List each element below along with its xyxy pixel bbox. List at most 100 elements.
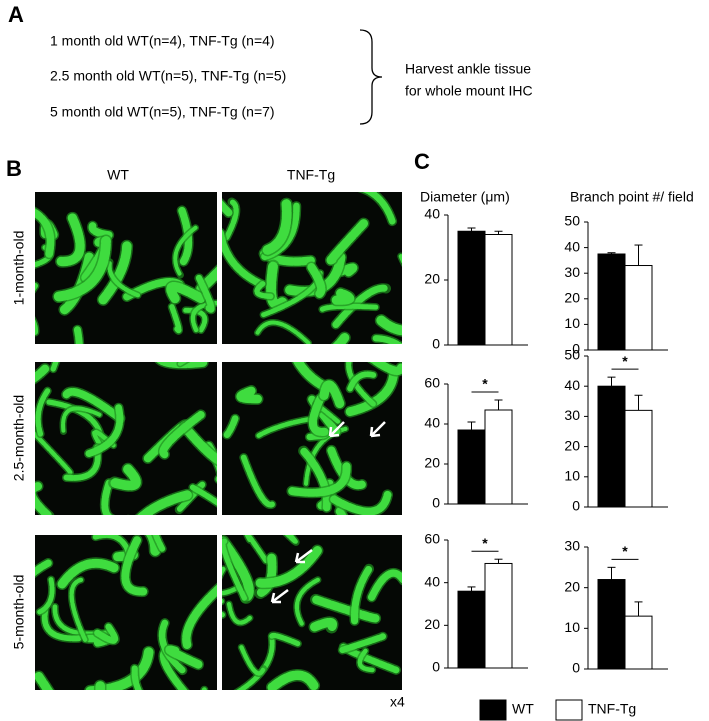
vessel — [239, 645, 266, 676]
vessel — [307, 263, 326, 299]
vessel — [310, 617, 337, 632]
outcome-text: for whole mount IHC — [405, 83, 533, 99]
vessel — [93, 679, 107, 690]
bracket — [359, 29, 383, 125]
micrograph — [222, 192, 402, 344]
vessel — [166, 282, 206, 304]
group-text: 5 month old WT(n=5), TNF-Tg (n=7) — [50, 104, 275, 120]
column-label: WT — [107, 167, 129, 183]
vessel — [196, 266, 217, 294]
y-tick-label: 20 — [564, 437, 580, 453]
chart-title: Branch point #/ field — [570, 189, 694, 205]
vessel — [107, 259, 141, 298]
vessel — [222, 536, 254, 603]
y-tick-label: 20 — [424, 455, 440, 471]
y-tick-label: 20 — [564, 290, 580, 306]
vessel — [158, 619, 186, 674]
vessel — [178, 206, 193, 266]
vessel — [101, 479, 113, 515]
bar — [457, 429, 486, 505]
vessel — [372, 335, 402, 344]
y-tick-label: 30 — [564, 538, 580, 554]
row-label: 2.5-month-old — [11, 395, 27, 481]
vessel — [287, 462, 351, 497]
y-tick-label: 40 — [424, 573, 440, 589]
panel-label: C — [414, 149, 430, 174]
row-label: 5-month-old — [11, 575, 27, 650]
y-tick-label: 0 — [432, 336, 440, 352]
vessel — [159, 410, 205, 459]
bar — [624, 409, 653, 508]
significance-star: * — [482, 376, 488, 392]
vessel — [362, 192, 396, 225]
vessel — [308, 394, 329, 436]
vessel — [98, 241, 132, 305]
vessel — [223, 415, 239, 439]
vessel — [240, 454, 275, 508]
vessel — [41, 608, 82, 642]
bar-charts: Diameter (μm) 0 20 40 Branch point #/ field 0… — [420, 189, 694, 676]
bar — [597, 253, 626, 351]
vessel — [369, 362, 402, 376]
bar — [484, 562, 513, 669]
vessel — [319, 380, 345, 409]
y-tick-label: 40 — [564, 238, 580, 254]
vessel — [109, 464, 141, 491]
legend-swatch — [555, 699, 583, 721]
vessel — [37, 577, 55, 615]
micrographs — [35, 192, 402, 690]
vessel — [35, 482, 53, 515]
y-tick-label: 0 — [572, 498, 580, 514]
y-tick-label: 40 — [424, 206, 440, 222]
vessel — [180, 422, 217, 465]
vessel — [244, 535, 269, 564]
vessel — [222, 538, 248, 602]
vessel — [50, 362, 59, 372]
vessel — [200, 685, 209, 690]
panel-label: B — [6, 156, 22, 181]
vessel — [195, 274, 215, 313]
micrograph — [222, 535, 402, 690]
row-label: 1-month-old — [11, 231, 27, 306]
vessel — [332, 284, 390, 329]
group-text: 1 month old WT(n=4), TNF-Tg (n=4) — [50, 33, 275, 49]
vessel — [331, 288, 355, 305]
column-label: TNF-Tg — [287, 167, 335, 183]
vessel — [69, 577, 88, 642]
y-tick-label: 0 — [432, 659, 440, 675]
vessel — [95, 681, 106, 690]
y-tick-label: 50 — [564, 347, 580, 363]
vessel — [267, 670, 319, 690]
micrograph — [35, 192, 217, 344]
vessel — [201, 687, 207, 690]
vessel — [145, 535, 161, 556]
vessel — [189, 484, 217, 506]
vessel — [226, 601, 252, 625]
y-tick-label: 60 — [424, 531, 440, 547]
vessel — [137, 490, 192, 515]
vessel — [183, 307, 208, 333]
bar — [484, 234, 513, 346]
vessel — [154, 362, 209, 370]
vessel — [376, 315, 402, 336]
bar — [457, 230, 486, 346]
panel-label: A — [8, 2, 24, 27]
bar — [624, 615, 653, 670]
bar — [597, 385, 626, 508]
outcome-text: Harvest ankle tissue — [405, 61, 531, 77]
vessel — [35, 388, 51, 437]
y-tick-label: 30 — [564, 264, 580, 280]
vessel — [35, 208, 55, 258]
micrograph — [35, 362, 217, 515]
vessel — [256, 417, 310, 438]
vessel — [255, 320, 311, 344]
chart-title: Diameter (μm) — [420, 189, 510, 205]
vessel — [56, 213, 85, 267]
y-tick-label: 20 — [564, 578, 580, 594]
arrows — [270, 421, 386, 604]
vessel — [293, 362, 330, 392]
vessel — [152, 535, 166, 552]
y-tick-label: 0 — [572, 660, 580, 676]
significance-star: * — [622, 353, 628, 369]
